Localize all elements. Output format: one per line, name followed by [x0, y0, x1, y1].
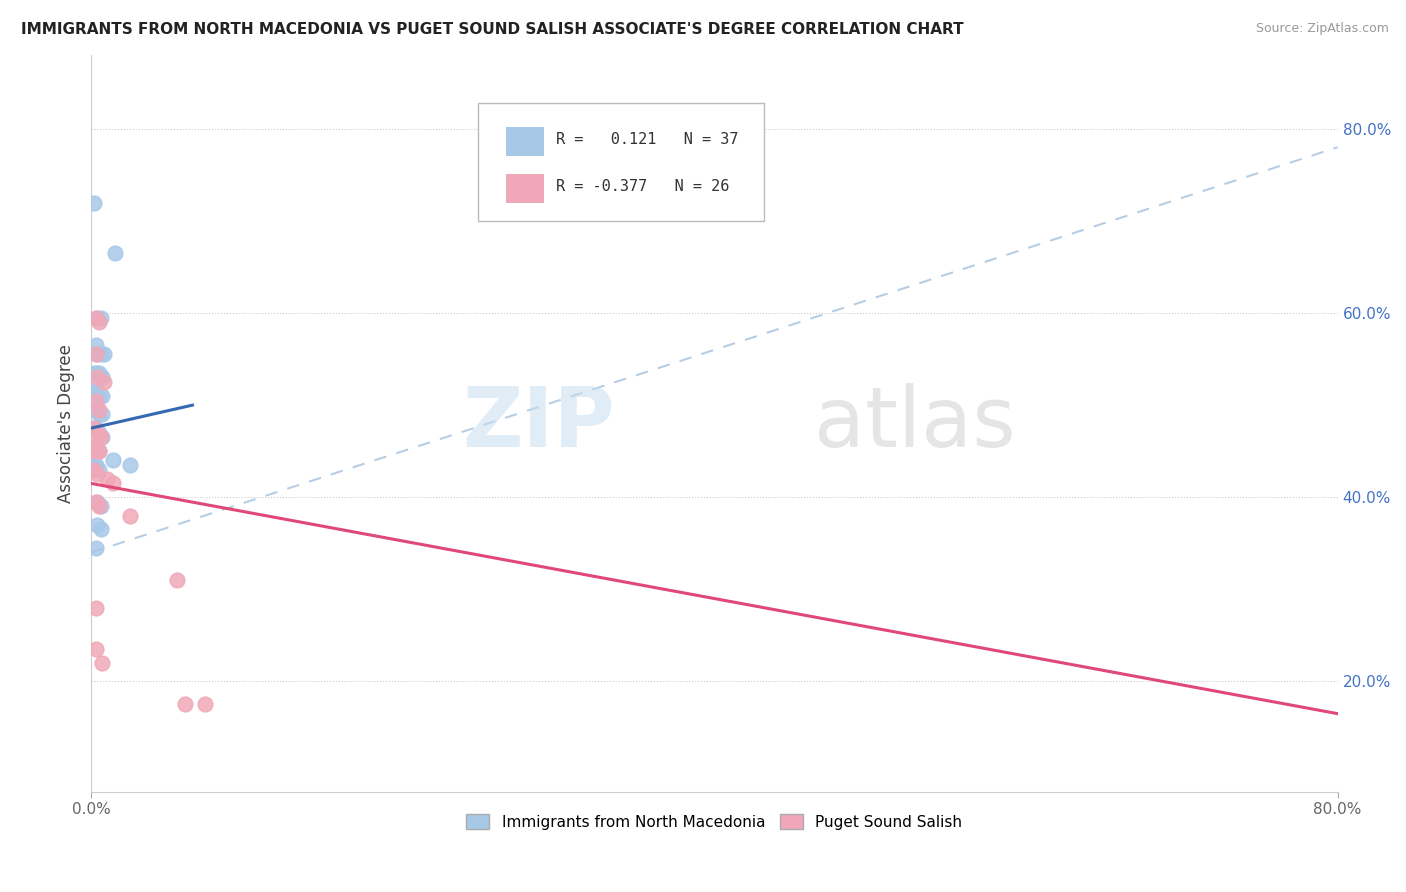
- Point: [87, 315, 110, 329]
- Point: [84, 440, 107, 454]
- Text: R =   0.121   N = 37: R = 0.121 N = 37: [557, 132, 738, 147]
- Point: [89, 523, 111, 537]
- Point: [84, 444, 107, 458]
- Bar: [506, 127, 544, 156]
- Point: [84, 347, 107, 361]
- Point: [83, 440, 105, 454]
- Point: [86, 425, 108, 440]
- Point: [91, 656, 114, 670]
- Point: [120, 508, 142, 523]
- Text: R = -0.377   N = 26: R = -0.377 N = 26: [557, 179, 730, 194]
- Point: [83, 421, 105, 435]
- Point: [83, 366, 105, 380]
- Point: [84, 642, 107, 657]
- Point: [87, 402, 110, 417]
- Bar: [506, 174, 544, 203]
- Point: [86, 402, 108, 417]
- Point: [87, 408, 110, 422]
- Point: [89, 500, 111, 514]
- Point: [101, 476, 124, 491]
- Point: [194, 698, 217, 712]
- Point: [166, 573, 188, 587]
- Text: IMMIGRANTS FROM NORTH MACEDONIA VS PUGET SOUND SALISH ASSOCIATE'S DEGREE CORRELA: IMMIGRANTS FROM NORTH MACEDONIA VS PUGET…: [21, 22, 963, 37]
- Point: [84, 310, 107, 325]
- Text: ZIP: ZIP: [463, 383, 614, 464]
- Point: [87, 500, 110, 514]
- Point: [83, 195, 105, 210]
- Point: [84, 600, 107, 615]
- Point: [87, 366, 110, 380]
- Point: [83, 462, 105, 476]
- Point: [87, 462, 110, 476]
- Point: [86, 517, 108, 532]
- Point: [87, 444, 110, 458]
- Y-axis label: Associate's Degree: Associate's Degree: [58, 344, 75, 503]
- Point: [120, 458, 142, 472]
- Point: [86, 366, 108, 380]
- Point: [173, 698, 195, 712]
- Point: [91, 389, 114, 403]
- Point: [93, 347, 115, 361]
- Point: [89, 347, 111, 361]
- Point: [84, 541, 107, 555]
- Legend: Immigrants from North Macedonia, Puget Sound Salish: Immigrants from North Macedonia, Puget S…: [460, 807, 969, 836]
- Point: [91, 370, 114, 384]
- Point: [83, 402, 105, 417]
- Point: [89, 430, 111, 444]
- Point: [89, 310, 111, 325]
- Point: [83, 458, 105, 472]
- Point: [96, 472, 118, 486]
- Point: [86, 310, 108, 325]
- Point: [86, 384, 108, 399]
- Point: [87, 425, 110, 440]
- Point: [86, 370, 108, 384]
- Point: [84, 393, 107, 408]
- Point: [83, 440, 105, 454]
- Point: [86, 495, 108, 509]
- Text: Source: ZipAtlas.com: Source: ZipAtlas.com: [1256, 22, 1389, 36]
- Point: [84, 495, 107, 509]
- Point: [86, 347, 108, 361]
- Point: [84, 458, 107, 472]
- Point: [93, 375, 115, 389]
- Point: [87, 444, 110, 458]
- Point: [86, 467, 108, 482]
- Point: [87, 389, 110, 403]
- Point: [83, 421, 105, 435]
- Point: [101, 453, 124, 467]
- Point: [84, 338, 107, 352]
- Point: [103, 246, 125, 260]
- FancyBboxPatch shape: [478, 103, 765, 221]
- Point: [91, 430, 114, 444]
- Point: [91, 408, 114, 422]
- Point: [83, 384, 105, 399]
- Point: [84, 421, 107, 435]
- Text: atlas: atlas: [814, 383, 1017, 464]
